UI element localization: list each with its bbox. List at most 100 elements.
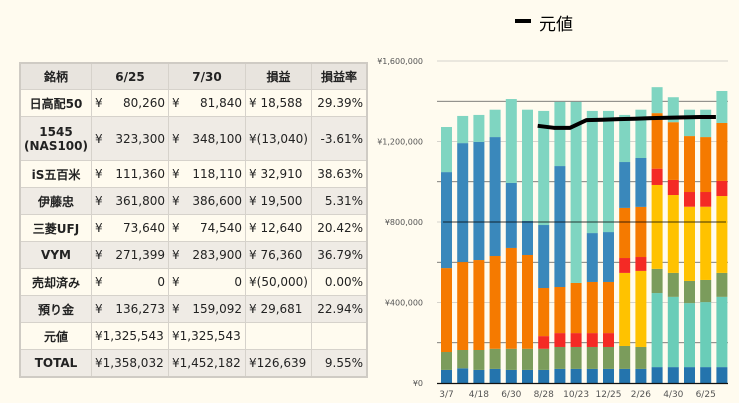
bar-segment	[635, 206, 647, 258]
bar-segment	[603, 333, 614, 347]
header-date1: 6/25	[91, 62, 169, 90]
bar-segment	[619, 368, 631, 383]
bar-segment	[489, 109, 501, 138]
row-name-text: 預り金	[37, 302, 74, 317]
profit-loss: ¥ 12,640	[245, 214, 312, 242]
table-row: iS五百米 ¥111,360 ¥118,110 ¥ 32,910 38.63%	[19, 160, 368, 188]
row-name: iS五百米	[19, 160, 92, 188]
yen-sign: ¥	[95, 221, 103, 235]
bar-segment	[684, 280, 695, 304]
value-6-25: ¥0	[91, 268, 169, 296]
value-6-25: ¥323,300	[91, 116, 169, 161]
profit-rate: 9.55%	[311, 349, 368, 378]
table-row: 伊藤忠 ¥361,800 ¥386,600 ¥ 19,500 5.31%	[19, 187, 368, 215]
bar-segment	[716, 196, 728, 273]
bar-segment	[667, 122, 679, 180]
bar-segment	[570, 346, 582, 369]
bar-segment	[716, 122, 728, 181]
bar-segment	[457, 368, 469, 383]
row-name-text: 伊藤忠	[37, 194, 74, 209]
value-text: 386,600	[192, 194, 242, 208]
bar-segment	[651, 293, 663, 368]
value-6-25: ¥111,360	[91, 160, 169, 188]
bar-segment	[700, 109, 712, 138]
table-row-motone: 元値 ¥1,325,543 ¥1,325,543	[19, 322, 368, 350]
profit-loss: ¥ 76,360	[245, 241, 312, 269]
bar-segment	[651, 87, 663, 114]
bar-segment	[538, 288, 550, 337]
bar-segment	[586, 333, 598, 347]
value-6-25: ¥1,325,543	[91, 322, 169, 350]
value-text: 0	[234, 275, 242, 289]
bar-segment	[700, 279, 712, 303]
row-name-text: iS五百米	[31, 167, 81, 182]
bar-segment	[473, 349, 485, 370]
profit-rate: -3.61%	[311, 116, 368, 161]
profit-rate: 22.94%	[311, 295, 368, 323]
bar-segment	[505, 182, 517, 248]
header-pl: 損益	[245, 62, 312, 90]
bar-segment	[700, 206, 712, 280]
bar-segment	[667, 367, 679, 383]
bar-segment	[586, 346, 598, 369]
yen-sign: ¥	[172, 248, 180, 262]
value-6-25: ¥271,399	[91, 241, 169, 269]
bar-segment	[635, 368, 647, 383]
x-tick-label: 6/30	[501, 390, 521, 400]
bar-segment	[441, 352, 452, 370]
bar-segment	[489, 256, 501, 349]
profit-loss: ¥ 29,681	[245, 295, 312, 323]
yen-sign: ¥	[95, 248, 103, 262]
row-name: 日高配50	[19, 89, 92, 117]
bar-segment	[489, 348, 501, 369]
bar-segment	[667, 179, 679, 196]
value-6-25: ¥73,640	[91, 214, 169, 242]
value-text: 283,900	[192, 248, 242, 262]
yen-sign: ¥	[95, 96, 103, 110]
profit-rate: 36.79%	[311, 241, 368, 269]
profit-rate: 5.31%	[311, 187, 368, 215]
header-date2: 7/30	[168, 62, 246, 90]
profit-loss	[245, 322, 312, 350]
profit-loss: ¥ 18,588	[245, 89, 312, 117]
bar-segment	[570, 368, 582, 383]
value-7-30: ¥1,452,182	[168, 349, 246, 378]
bar-segment	[457, 115, 469, 144]
profit-rate: 29.39%	[311, 89, 368, 117]
motone-line	[537, 114, 716, 130]
bar-segment	[489, 137, 501, 257]
bar-segment	[457, 262, 469, 350]
value-text: 111,360	[115, 167, 165, 181]
value-text: 361,800	[115, 194, 165, 208]
value-6-25: ¥1,358,032	[91, 349, 169, 378]
value-7-30: ¥283,900	[168, 241, 246, 269]
yen-sign: ¥	[95, 302, 103, 316]
bar-segment	[505, 99, 517, 183]
bar-segment	[554, 333, 566, 347]
bar-segment	[716, 367, 728, 383]
bar-segment	[651, 367, 663, 383]
profit-loss: ¥(13,040)	[245, 116, 312, 161]
row-name-text: 日高配50	[29, 96, 83, 111]
value-7-30: ¥118,110	[168, 160, 246, 188]
bar-segment	[473, 114, 485, 142]
bar-segment	[619, 162, 631, 208]
bar-segment	[603, 232, 614, 282]
bar-segment	[554, 368, 566, 383]
bar-segment	[505, 369, 517, 383]
row-name-text: 三菱UFJ	[32, 221, 80, 236]
portfolio-table: 銘柄 6/25 7/30 損益 損益率 日高配50 ¥80,260 ¥81,84…	[19, 62, 368, 378]
bar-segment	[684, 367, 695, 383]
bar-segment	[684, 192, 695, 207]
yen-sign: ¥	[95, 131, 103, 146]
bar-segment	[651, 168, 663, 185]
bar-segment	[667, 195, 679, 273]
bar-segment	[586, 110, 598, 234]
row-name: 預り金	[19, 295, 92, 323]
bar-segment	[522, 369, 533, 383]
bar-segment	[700, 367, 712, 383]
bar-segment	[716, 272, 728, 297]
yen-sign: ¥	[95, 194, 103, 208]
bar-segment	[619, 207, 631, 259]
x-tick-label: 2/26	[631, 390, 651, 400]
